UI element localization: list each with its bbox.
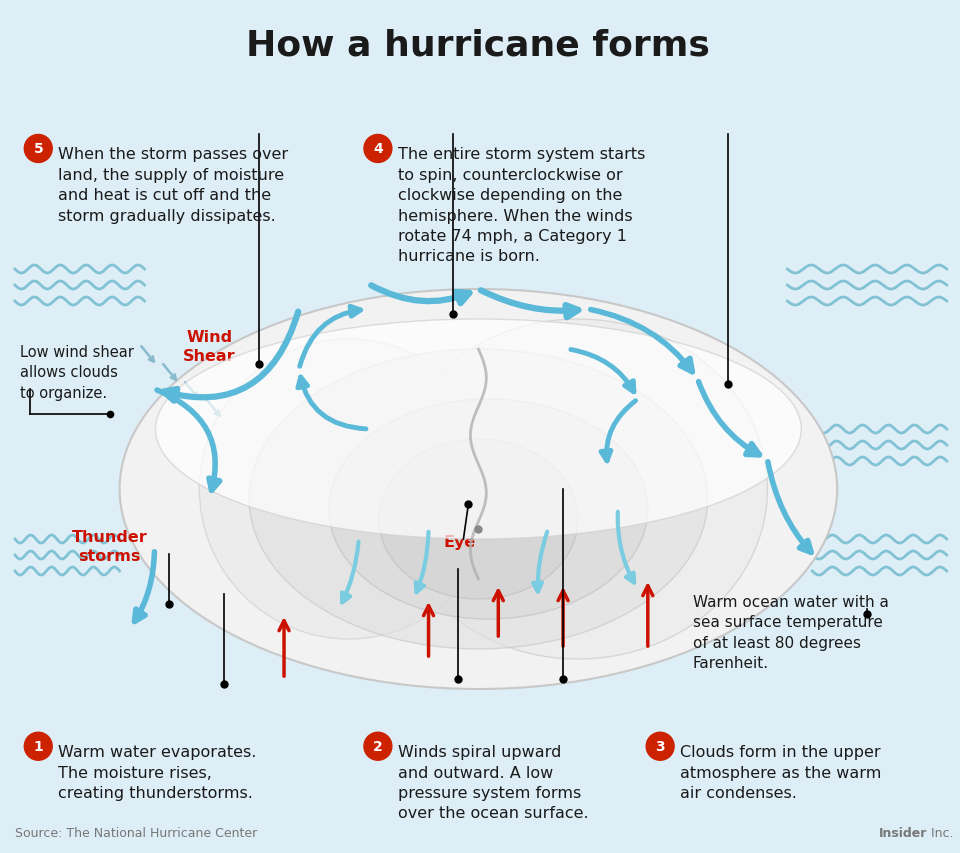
FancyArrowPatch shape [298,378,366,429]
Circle shape [364,733,392,760]
Text: Clouds form in the upper
atmosphere as the warm
air condenses.: Clouds form in the upper atmosphere as t… [680,745,881,800]
Text: Warm ocean water with a
sea surface temperature
of at least 80 degrees
Farenheit: Warm ocean water with a sea surface temp… [693,595,889,670]
Text: Source: The National Hurricane Center: Source: The National Hurricane Center [15,826,257,839]
Circle shape [646,733,674,760]
FancyArrowPatch shape [601,401,636,461]
FancyArrowPatch shape [372,286,469,304]
Circle shape [24,136,52,163]
Text: 2: 2 [373,740,383,753]
Text: Thunder
storms: Thunder storms [72,530,148,563]
Text: Wind
Shear: Wind Shear [183,329,235,363]
Text: Warm water evaporates.
The moisture rises,
creating thunderstorms.: Warm water evaporates. The moisture rise… [59,745,256,800]
FancyArrowPatch shape [300,307,361,367]
Text: Low wind shear
allows clouds
to organize.: Low wind shear allows clouds to organize… [20,345,133,400]
FancyArrowPatch shape [571,350,634,392]
Text: Winds spiral upward
and outward. A low
pressure system forms
over the ocean surf: Winds spiral upward and outward. A low p… [397,745,588,821]
Text: Inc.: Inc. [926,826,953,839]
Circle shape [24,733,52,760]
FancyArrowPatch shape [416,532,428,593]
Text: 4: 4 [373,142,383,156]
Ellipse shape [329,399,648,619]
Ellipse shape [378,439,578,600]
FancyArrowPatch shape [164,312,299,401]
Text: 1: 1 [34,740,43,753]
FancyArrowPatch shape [157,391,220,490]
Ellipse shape [156,320,802,539]
Text: When the storm passes over
land, the supply of moisture
and heat is cut off and : When the storm passes over land, the sup… [59,148,288,223]
FancyArrowPatch shape [481,291,578,318]
Text: 5: 5 [34,142,43,156]
Ellipse shape [200,339,498,639]
FancyArrowPatch shape [590,310,692,372]
Text: The entire storm system starts
to spin, counterclockwise or
clockwise depending : The entire storm system starts to spin, … [397,148,645,264]
Text: How a hurricane forms: How a hurricane forms [247,28,710,62]
FancyArrowPatch shape [699,382,759,456]
Circle shape [364,136,392,163]
FancyArrowPatch shape [617,512,635,583]
Text: 3: 3 [656,740,665,753]
Ellipse shape [389,320,767,659]
Text: Eye: Eye [444,534,476,549]
Ellipse shape [250,350,708,649]
FancyArrowPatch shape [134,552,155,622]
FancyArrowPatch shape [342,543,358,602]
FancyArrowPatch shape [533,532,547,592]
FancyArrowPatch shape [768,462,811,553]
Text: Insider: Insider [878,826,926,839]
Ellipse shape [120,290,837,689]
